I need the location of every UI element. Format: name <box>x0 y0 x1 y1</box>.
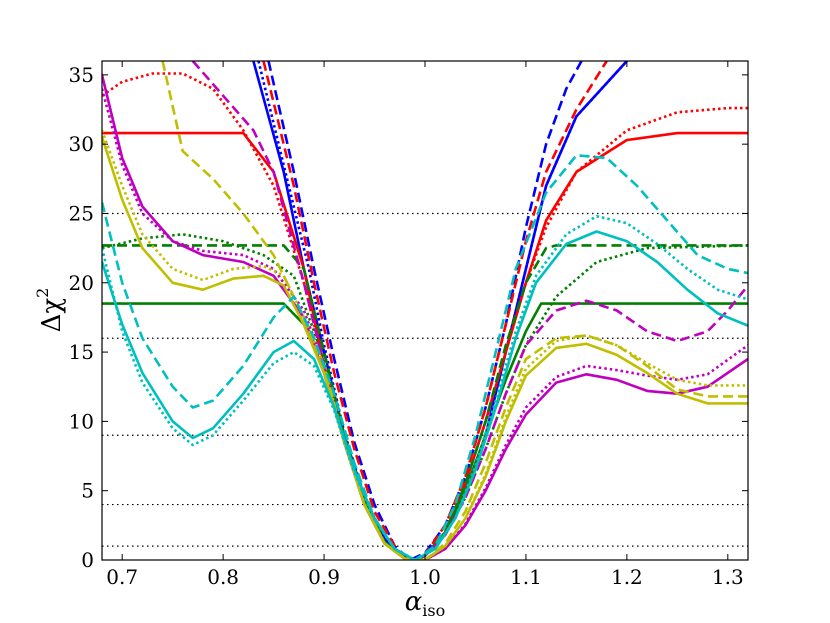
x-tick-label-2: 0.9 <box>308 565 340 589</box>
y-tick-label-7: 35 <box>69 63 94 87</box>
y-tick-label-5: 25 <box>69 201 94 225</box>
series-blue-dashed <box>267 61 583 560</box>
y-tick-label-0: 0 <box>81 548 94 572</box>
y-tick-label-1: 5 <box>81 479 94 503</box>
x-tick-label-1: 0.8 <box>207 565 239 589</box>
y-tick-label-6: 30 <box>69 132 94 156</box>
series-yellow-dotted <box>102 129 748 560</box>
y-tick-label-2: 10 <box>69 409 94 433</box>
series-cyan-dashed <box>102 154 748 560</box>
x-axis-title: αiso <box>405 587 446 620</box>
series-green-dotted <box>102 233 748 560</box>
y-tick-label-4: 20 <box>69 271 94 295</box>
series-yellow-dashed <box>161 61 748 560</box>
x-tick-label-3: 1.0 <box>409 565 441 589</box>
series-cyan-dotted <box>102 214 748 560</box>
x-tick-label-0: 0.7 <box>106 565 138 589</box>
x-tick-label-5: 1.2 <box>611 565 643 589</box>
series-yellow-solid <box>102 135 748 560</box>
y-axis-title-sup: 2 <box>33 288 52 298</box>
x-axis-title-main: α <box>405 587 423 617</box>
y-axis-title: Δχ2 <box>33 288 67 333</box>
plot-area-background <box>102 61 748 560</box>
y-axis-title-main: Δχ <box>37 298 67 333</box>
y-tick-label-3: 15 <box>69 340 94 364</box>
x-tick-label-4: 1.1 <box>510 565 542 589</box>
x-tick-label-6: 1.3 <box>712 565 744 589</box>
x-axis-title-sub: iso <box>422 601 445 620</box>
series-red-dashed <box>262 61 608 560</box>
